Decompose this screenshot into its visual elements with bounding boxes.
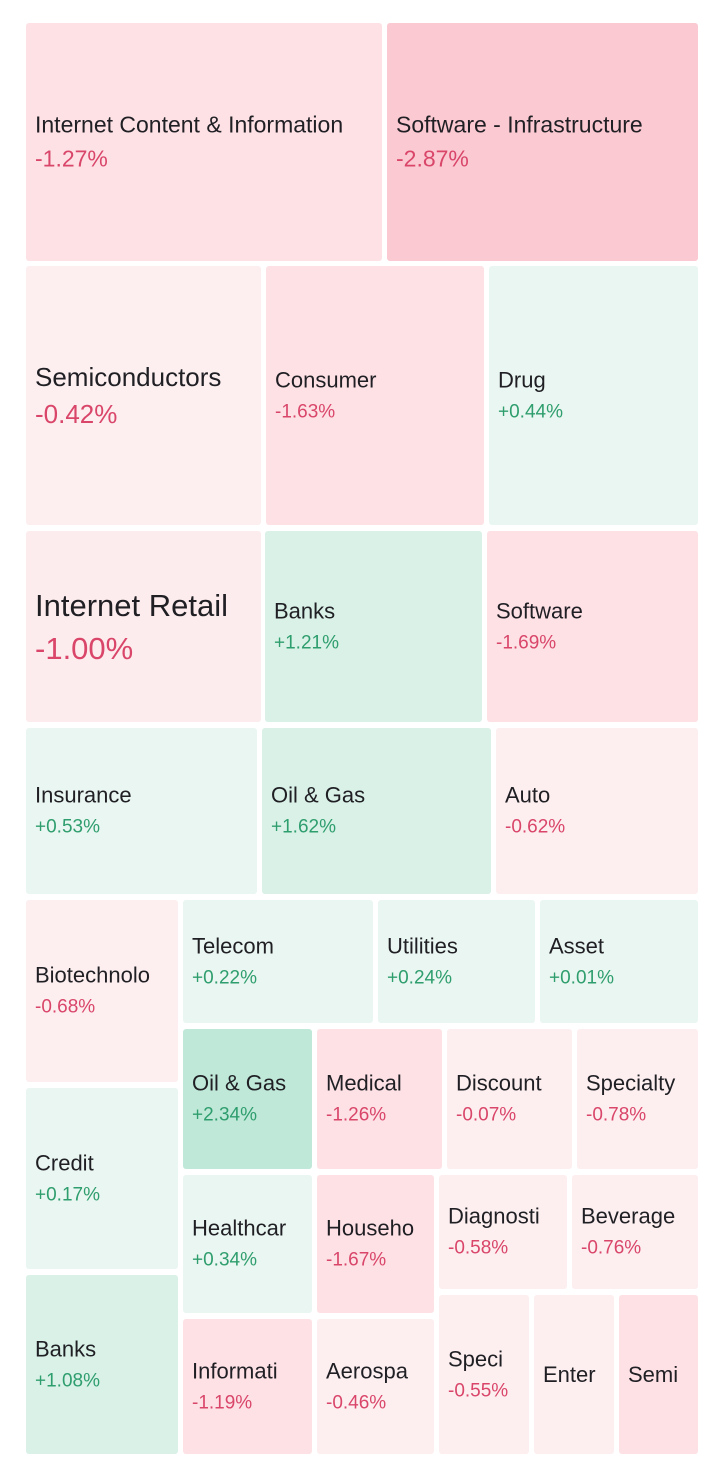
tile-change: -1.63% bbox=[275, 401, 336, 423]
tile-name: Discount bbox=[456, 1070, 542, 1096]
tile-change: +0.53% bbox=[35, 816, 100, 838]
tile-name: Software bbox=[496, 597, 583, 623]
tile-name: Informati bbox=[192, 1357, 278, 1383]
tile-drug[interactable]: Drug +0.44% bbox=[489, 266, 698, 525]
tile-name: Software - Infrastructure bbox=[396, 111, 643, 138]
tile-change: -1.67% bbox=[326, 1249, 387, 1271]
tile-oil-gas[interactable]: Oil & Gas +1.62% bbox=[262, 728, 491, 894]
tile-software-infrastructure[interactable]: Software - Infrastructure -2.87% bbox=[387, 23, 698, 261]
tile-healthcare[interactable]: Healthcar +0.34% bbox=[183, 1175, 312, 1313]
tile-name: Insurance bbox=[35, 782, 132, 808]
tile-name: Internet Content & Information bbox=[35, 111, 344, 138]
tile-utilities[interactable]: Utilities +0.24% bbox=[378, 900, 535, 1023]
tile-change: +0.34% bbox=[192, 1249, 257, 1271]
tile-change: +0.22% bbox=[192, 967, 257, 989]
tile-change: +1.62% bbox=[271, 816, 336, 838]
tile-name: Enter bbox=[543, 1361, 596, 1387]
tile-change: -0.58% bbox=[448, 1237, 509, 1259]
tile-change: -1.00% bbox=[35, 630, 134, 666]
tile-name: Specialty bbox=[586, 1070, 676, 1096]
tile-biotechnology[interactable]: Biotechnolo -0.68% bbox=[26, 900, 178, 1082]
tile-change: -0.62% bbox=[505, 816, 566, 838]
tile-internet-retail[interactable]: Internet Retail -1.00% bbox=[26, 531, 261, 722]
tile-change: -0.78% bbox=[586, 1104, 647, 1126]
tile-name: Medical bbox=[326, 1070, 402, 1096]
tile-change: +0.01% bbox=[549, 967, 614, 989]
tile-change: +0.44% bbox=[498, 401, 563, 423]
tile-change: +2.34% bbox=[192, 1104, 257, 1126]
tile-name: Auto bbox=[505, 782, 551, 808]
tile-change: -0.68% bbox=[35, 996, 96, 1018]
tile-name: Diagnosti bbox=[448, 1203, 540, 1229]
tile-change: +1.21% bbox=[274, 632, 339, 654]
tile-name: Credit bbox=[35, 1149, 94, 1175]
tile-change: -1.27% bbox=[35, 145, 108, 171]
tile-telecom[interactable]: Telecom +0.22% bbox=[183, 900, 373, 1023]
tile-name: Househo bbox=[326, 1215, 415, 1241]
tile-auto[interactable]: Auto -0.62% bbox=[496, 728, 698, 894]
tile-name: Drug bbox=[498, 366, 546, 392]
tile-name: Speci bbox=[448, 1345, 504, 1371]
tile-household[interactable]: Househo -1.67% bbox=[317, 1175, 434, 1313]
tile-change: -0.76% bbox=[581, 1237, 642, 1259]
tile-entertainment[interactable]: Enter bbox=[534, 1295, 614, 1454]
tile-name: Internet Retail bbox=[35, 587, 228, 623]
tile-name: Banks bbox=[35, 1335, 97, 1361]
tile-change: -1.26% bbox=[326, 1104, 387, 1126]
tile-asset[interactable]: Asset +0.01% bbox=[540, 900, 698, 1023]
tile-change: -1.19% bbox=[192, 1392, 253, 1414]
tile-software[interactable]: Software -1.69% bbox=[487, 531, 698, 722]
tile-name: Semiconductors bbox=[35, 361, 222, 392]
tile-name: Aerospa bbox=[326, 1357, 408, 1383]
tile-change: -0.42% bbox=[35, 398, 118, 429]
tile-semi[interactable]: Semi bbox=[619, 1295, 698, 1454]
tile-insurance[interactable]: Insurance +0.53% bbox=[26, 728, 257, 894]
tile-credit[interactable]: Credit +0.17% bbox=[26, 1088, 178, 1269]
tile-change: -0.46% bbox=[326, 1392, 387, 1414]
tile-specialty-2[interactable]: Speci -0.55% bbox=[439, 1295, 529, 1454]
tile-change: -1.69% bbox=[496, 632, 557, 654]
tile-name: Oil & Gas bbox=[271, 782, 366, 808]
tile-discount[interactable]: Discount -0.07% bbox=[447, 1029, 572, 1169]
tile-aerospace[interactable]: Aerospa -0.46% bbox=[317, 1319, 434, 1454]
tile-name: Banks bbox=[274, 597, 336, 623]
tile-change: -0.55% bbox=[448, 1380, 509, 1402]
tile-oil-gas-2[interactable]: Oil & Gas +2.34% bbox=[183, 1029, 312, 1169]
tile-change: -0.07% bbox=[456, 1104, 517, 1126]
tile-banks[interactable]: Banks +1.21% bbox=[265, 531, 482, 722]
tile-change: +1.08% bbox=[35, 1370, 100, 1392]
tile-diagnostics[interactable]: Diagnosti -0.58% bbox=[439, 1175, 567, 1289]
tile-banks-2[interactable]: Banks +1.08% bbox=[26, 1275, 178, 1454]
tile-name: Telecom bbox=[192, 932, 274, 958]
tile-name: Utilities bbox=[387, 932, 458, 958]
tile-medical[interactable]: Medical -1.26% bbox=[317, 1029, 442, 1169]
tile-name: Asset bbox=[549, 932, 605, 958]
tile-name: Beverage bbox=[581, 1203, 676, 1229]
tile-name: Healthcar bbox=[192, 1215, 287, 1241]
tile-change: +0.24% bbox=[387, 967, 452, 989]
tile-internet-content-information[interactable]: Internet Content & Information -1.27% bbox=[26, 23, 382, 261]
tile-specialty[interactable]: Specialty -0.78% bbox=[577, 1029, 698, 1169]
tile-name: Consumer bbox=[275, 366, 377, 392]
tile-consumer[interactable]: Consumer -1.63% bbox=[266, 266, 484, 525]
tile-name: Oil & Gas bbox=[192, 1070, 287, 1096]
tile-name: Semi bbox=[628, 1361, 679, 1387]
tile-change: +0.17% bbox=[35, 1184, 100, 1206]
tile-semiconductors[interactable]: Semiconductors -0.42% bbox=[26, 266, 261, 525]
tile-beverage[interactable]: Beverage -0.76% bbox=[572, 1175, 698, 1289]
tile-name: Biotechnolo bbox=[35, 962, 150, 988]
tile-information[interactable]: Informati -1.19% bbox=[183, 1319, 312, 1454]
tile-change: -2.87% bbox=[396, 145, 469, 171]
